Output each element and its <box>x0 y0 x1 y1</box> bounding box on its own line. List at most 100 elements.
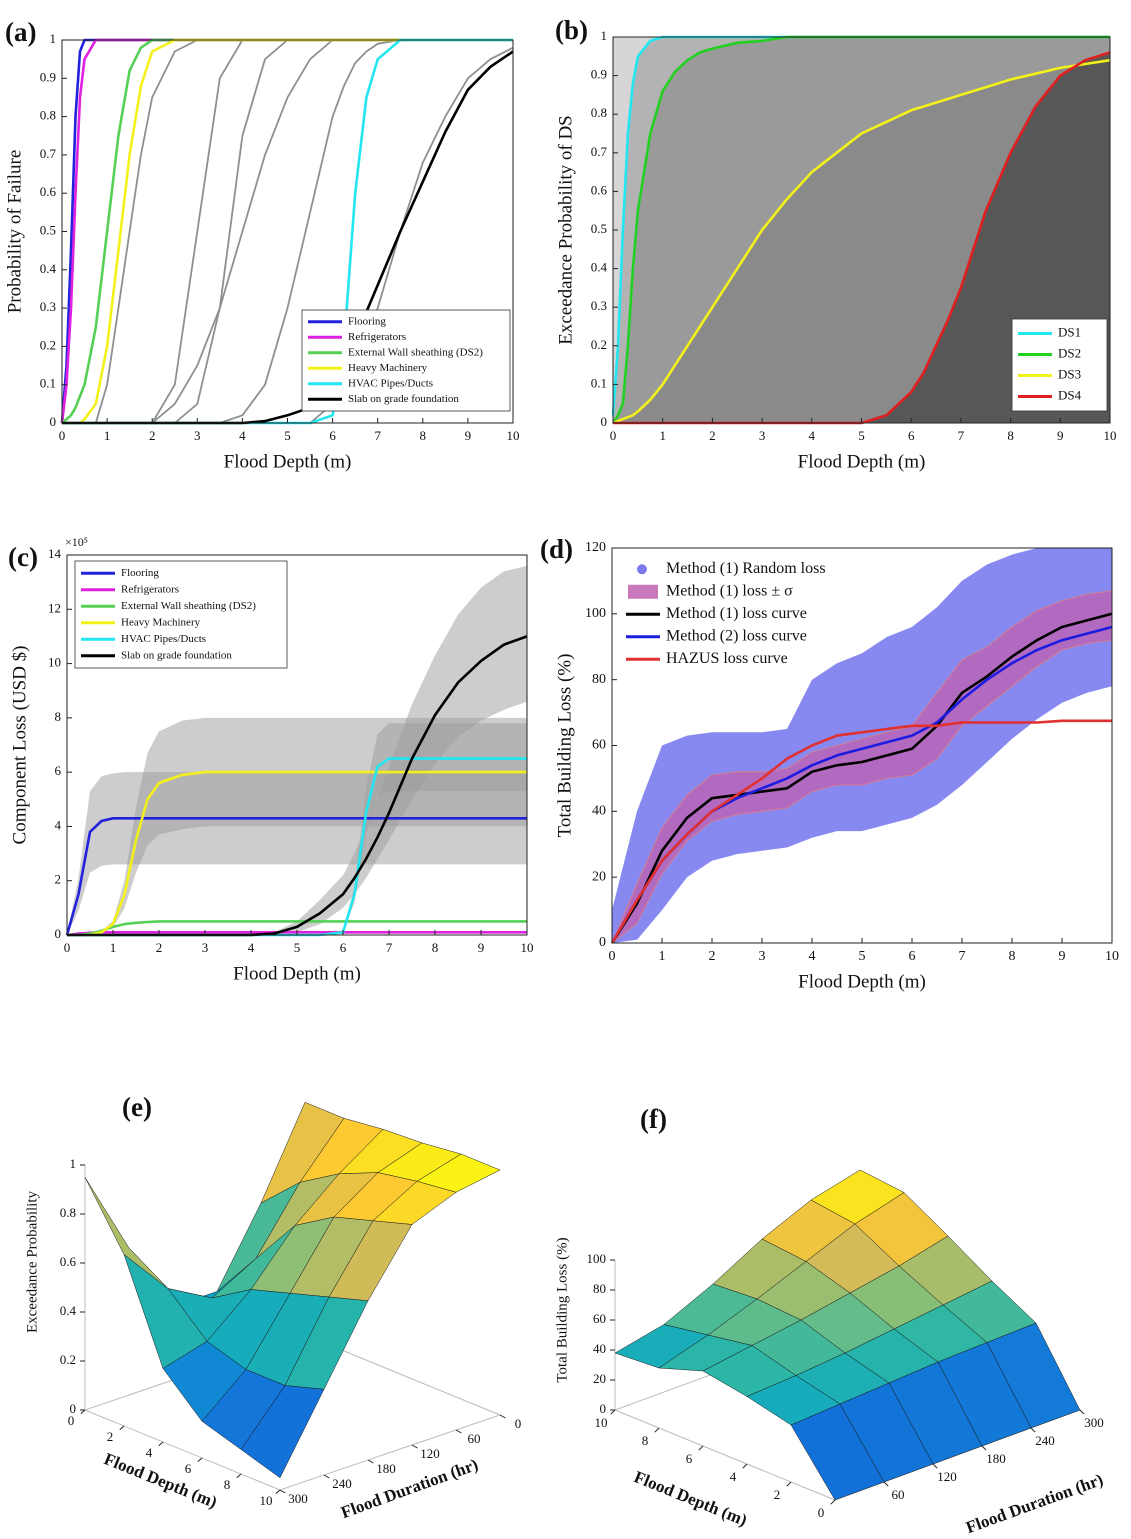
y-tick <box>883 1481 889 1487</box>
legend-box <box>301 309 511 412</box>
x-tick-label: 3 <box>759 949 766 964</box>
x-tick-label: 10 <box>1104 428 1117 443</box>
y-tick-label: 40 <box>592 804 606 819</box>
x-tick-label: 7 <box>374 428 381 443</box>
y-tick-label: 10 <box>48 655 61 670</box>
legend-label: HVAC Pipes/Ducts <box>348 377 433 389</box>
x-tick-label: 6 <box>329 428 336 443</box>
x-tick <box>830 1499 836 1505</box>
legend-symbol <box>628 584 658 599</box>
x-tick-label: 3 <box>759 428 766 443</box>
line <box>67 770 527 937</box>
z-tick-label: 0.4 <box>60 1303 77 1318</box>
x-tick-label: 10 <box>521 940 534 955</box>
legend-label: DS2 <box>1058 345 1081 360</box>
y-tick-label: 8 <box>55 709 62 724</box>
line <box>65 817 527 936</box>
x-tick-label: 4 <box>248 940 255 955</box>
y-tick-label: 0 <box>55 926 62 941</box>
y-tick-label: 0.5 <box>591 221 607 236</box>
x-axis-label: Flood Depth (m) <box>798 451 926 472</box>
legend-label: DS1 <box>1058 324 1081 339</box>
y-tick-label: 180 <box>986 1451 1006 1466</box>
z-tick-label: 0 <box>70 1401 77 1416</box>
x-tick-label: 9 <box>465 428 472 443</box>
y-tick-label: 0.1 <box>40 376 56 391</box>
y-tick-label: 80 <box>592 672 606 687</box>
x-tick-label: 7 <box>958 428 965 443</box>
y-tick-label: 0.3 <box>591 298 607 313</box>
panel-label: (f) <box>640 1104 667 1134</box>
x-tick-label: 9 <box>1057 428 1064 443</box>
legend-label: Refrigerators <box>121 583 179 595</box>
y-tick-label: 0.8 <box>40 108 56 123</box>
y-tick-label: 0.2 <box>591 337 607 352</box>
z-tick-label: 60 <box>593 1311 606 1326</box>
legend-label: Method (2) loss curve <box>666 627 807 644</box>
z-tick-label: 80 <box>593 1281 606 1296</box>
surface-patch <box>790 1403 885 1501</box>
x-tick-label: 2 <box>149 428 156 443</box>
y-tick-label: 0.1 <box>591 375 607 390</box>
y-tick-label: 4 <box>55 817 62 832</box>
y-tick-label: 0.9 <box>591 67 607 82</box>
y-tick <box>1079 1409 1085 1415</box>
legend-label: Method (1) loss ± σ <box>666 582 793 599</box>
y-tick <box>279 1489 286 1494</box>
x-tick <box>654 1427 660 1433</box>
y-tick-label: 2 <box>55 872 62 887</box>
surface-patch <box>240 1385 325 1479</box>
panel-label: (e) <box>122 1092 152 1122</box>
y-tick-label: 6 <box>55 763 62 778</box>
x-tick-label: 0 <box>59 428 66 443</box>
z-axis-label: Exceedance Probability <box>24 1190 40 1333</box>
x-tick-label: 10 <box>507 428 520 443</box>
line <box>610 719 1112 944</box>
y-tick <box>499 1414 506 1419</box>
x-tick-label: 10 <box>595 1415 608 1430</box>
y-tick-label: 0 <box>515 1416 522 1431</box>
x-tick-label: 9 <box>1059 949 1066 964</box>
legend-box <box>74 560 288 669</box>
z-tick-label: 0.6 <box>60 1254 77 1269</box>
y-axis-label: Probability of Failure <box>4 150 25 314</box>
x-tick-label: 3 <box>202 940 209 955</box>
y-tick-label: 0 <box>599 935 606 950</box>
x-tick <box>275 1489 281 1494</box>
y-tick <box>1030 1427 1036 1433</box>
x-tick-label: 8 <box>1007 428 1014 443</box>
x-tick <box>742 1463 748 1469</box>
y-tick-label: 0.6 <box>591 182 608 197</box>
x-tick-label: 6 <box>909 949 916 964</box>
legend-label: Flooring <box>348 315 386 327</box>
x-tick-label: 5 <box>284 428 291 443</box>
legend-label: Refrigerators <box>348 331 406 343</box>
x-tick-label: 8 <box>1009 949 1016 964</box>
y-tick-label: 180 <box>376 1461 396 1476</box>
panel-label: (a) <box>5 17 36 47</box>
y-tick <box>367 1459 374 1464</box>
band <box>67 565 527 935</box>
y-tick <box>981 1445 987 1451</box>
legend-label: HVAC Pipes/Ducts <box>121 633 206 645</box>
y-tick-label: 14 <box>48 546 62 561</box>
y-tick-label: 0.7 <box>591 144 608 159</box>
panel-label: (d) <box>540 534 573 564</box>
x-tick-label: 1 <box>110 940 117 955</box>
line <box>612 58 1111 425</box>
x-tick-label: 4 <box>146 1445 153 1460</box>
legend-label: External Wall sheathing (DS2) <box>348 346 483 358</box>
y-tick-label: 0.2 <box>40 337 56 352</box>
y-tick-label: 1 <box>601 28 608 43</box>
y-axis-label: Total Building Loss (%) <box>554 654 575 838</box>
x-tick-label: 8 <box>432 940 439 955</box>
y-tick <box>455 1429 462 1434</box>
x-tick-label: 6 <box>686 1451 693 1466</box>
x-tick-label: 6 <box>908 428 915 443</box>
x-tick-label: 1 <box>104 428 111 443</box>
x-tick-label: 0 <box>64 940 71 955</box>
y-tick-label: 120 <box>937 1469 957 1484</box>
z-tick-label: 20 <box>593 1371 606 1386</box>
x-tick <box>698 1445 704 1451</box>
y-tick-label: 120 <box>585 540 606 555</box>
